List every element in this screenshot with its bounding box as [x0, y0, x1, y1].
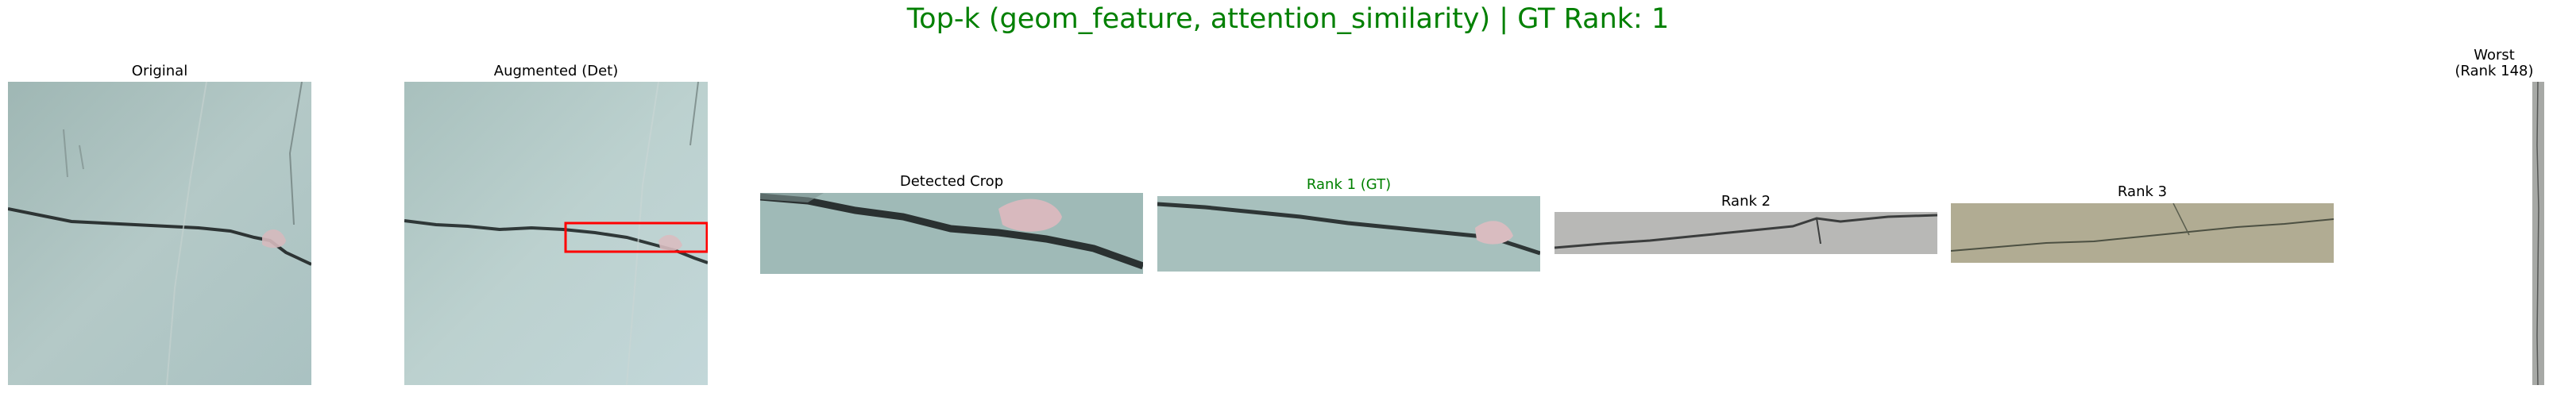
detected-crop-label: Detected Crop — [899, 173, 1004, 190]
detected-crop-image — [760, 193, 1143, 274]
detection-box — [564, 222, 708, 253]
original-image — [8, 82, 311, 385]
rank3-label: Rank 3 — [2117, 183, 2168, 200]
worst-label-line1: Worst — [2474, 47, 2515, 64]
rank2-image — [1554, 212, 1937, 254]
worst-image — [2532, 82, 2544, 385]
figure-title: Top-k (geom_feature, attention_similarit… — [906, 3, 1670, 35]
rank2-label: Rank 2 — [1721, 193, 1771, 210]
rank1-image — [1157, 196, 1540, 272]
rank3-image — [1951, 203, 2334, 263]
augmented-label: Augmented (Det) — [493, 63, 619, 79]
original-label: Original — [131, 63, 188, 79]
augmented-image — [404, 82, 708, 385]
rank1-label: Rank 1 (GT) — [1306, 176, 1392, 193]
worst-label-line2: (Rank 148) — [2454, 63, 2534, 79]
